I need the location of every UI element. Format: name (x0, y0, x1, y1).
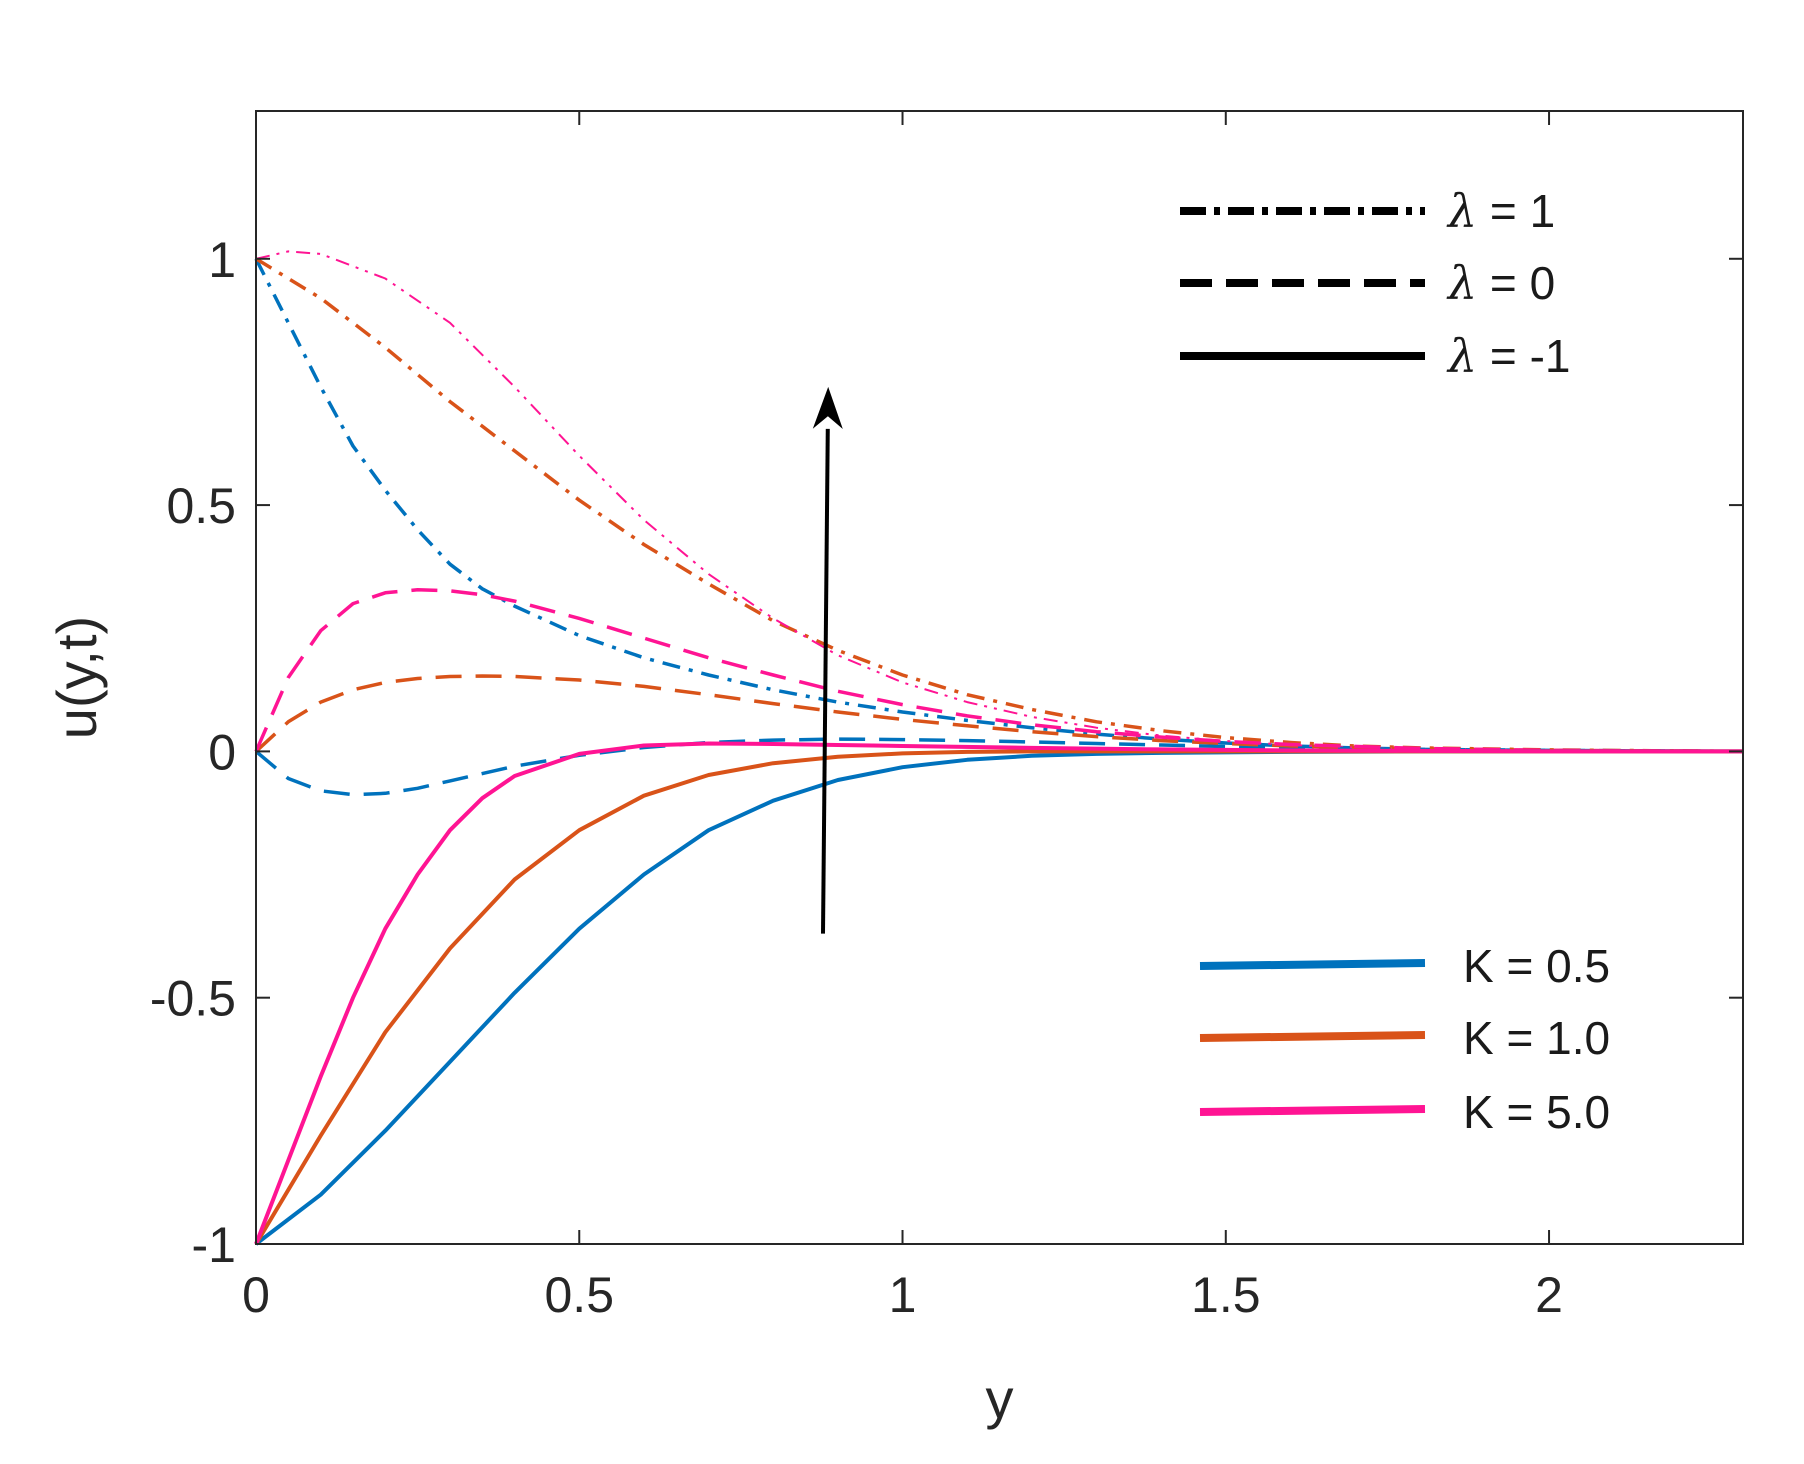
trend-arrow (812, 386, 843, 934)
x-axis-label: y (986, 1367, 1014, 1430)
legend-lambda-label: = 1 (1477, 185, 1555, 237)
legend-k-line (1199, 1031, 1426, 1042)
axes-box (255, 110, 1744, 1245)
legend-k-label: K = 1.0 (1463, 1012, 1610, 1064)
legend-k-label: K = 5.0 (1463, 1086, 1610, 1138)
series-line-k5.0-lambda-1 (254, 741, 1743, 1245)
legend-lambda-text: λ = 1 (1446, 184, 1555, 238)
legend-k-line (1199, 1105, 1426, 1116)
legend-lambda-symbol: λ (1446, 256, 1477, 310)
trend-arrow-shaft (820, 428, 830, 934)
x-tick-label: 1.5 (1191, 1267, 1261, 1323)
legend-lambda-label: = 0 (1477, 257, 1555, 309)
legend-lambda-symbol: λ (1446, 329, 1477, 383)
y-tick-label: 0 (208, 724, 236, 780)
legend-lambda-text: λ = -1 (1446, 329, 1570, 383)
series-line-k5.0-lambda0 (254, 588, 1744, 754)
legend-lambda-text: λ = 0 (1446, 256, 1555, 310)
y-axis-label: u(y,t) (45, 616, 108, 739)
legend-k-label: K = 0.5 (1463, 940, 1610, 992)
x-tick-label: 0 (242, 1267, 270, 1323)
y-tick-label: 1 (208, 232, 236, 288)
legend-k: K = 0.5 K = 1.0 K = 5.0 (1199, 940, 1610, 1138)
x-tick-label: 2 (1535, 1267, 1563, 1323)
series-line-k1.0-lambda0 (254, 674, 1744, 754)
legend-k-line (1199, 959, 1426, 970)
legend-lambda-label: = -1 (1477, 330, 1570, 382)
plot-area (254, 250, 1744, 1246)
y-tick-label: -1 (192, 1217, 236, 1273)
trend-arrow-head (812, 386, 843, 429)
y-tick-label: -0.5 (150, 971, 236, 1027)
y-tick-label: 0.5 (166, 478, 236, 534)
series-line-k5.0-lambda1 (255, 250, 1744, 753)
legend-lambda: λ = 1λ = 0λ = -1 (1180, 184, 1570, 383)
ticks: 0 0.5 1 1.5 2 -1 -0.5 0 0.5 1 (150, 111, 1743, 1323)
series-line-k0.5-lambda0 (254, 737, 1744, 797)
x-tick-label: 0.5 (545, 1267, 615, 1323)
x-tick-label: 1 (889, 1267, 917, 1323)
legend-lambda-symbol: λ (1446, 184, 1477, 238)
